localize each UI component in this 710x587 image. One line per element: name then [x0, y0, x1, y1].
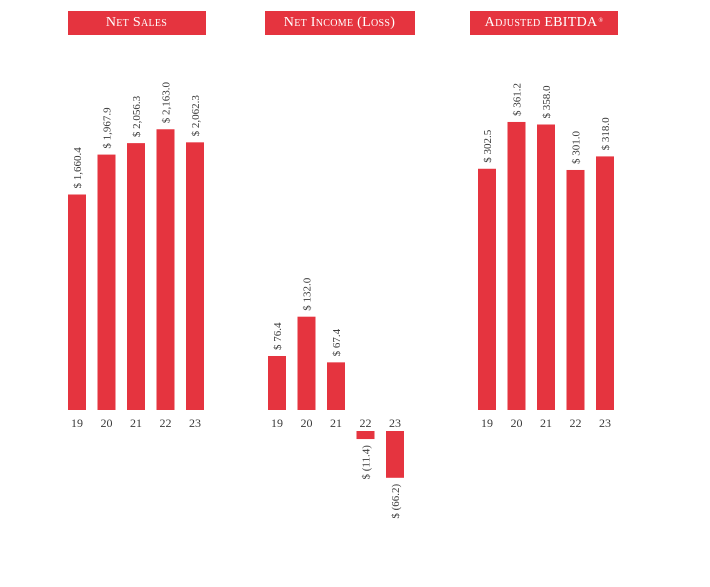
- net-sales-category-label-22: 22: [160, 416, 172, 430]
- net-sales-value-label-22: $ 2,163.0: [161, 82, 173, 124]
- adjusted-ebitda-panel: Adjusted EBITDA ® $ 302.5 19 $ 361.2 20 $ 358…: [470, 0, 630, 587]
- adjusted-ebitda-title-text: Adjusted EBITDA: [484, 15, 598, 30]
- net-sales-panel: Net Sales $ 1,660.4 19 $ 1,967.9 20 $ 2,056.…: [60, 0, 220, 587]
- net-income-title: Net Income (Loss): [265, 11, 415, 35]
- net-income-bar-23: [386, 431, 404, 478]
- adjusted-ebitda-value-label-20: $ 361.2: [512, 83, 524, 116]
- adjusted-ebitda-category-label-23: 23: [599, 416, 611, 430]
- net-income-chart: $ 76.4 19 $ 132.0 20 $ 67.4 21 $ (11.4) 22 $ (66…: [268, 277, 404, 519]
- net-sales-category-label-21: 21: [130, 416, 142, 430]
- net-income-bar-20: [297, 316, 316, 410]
- adjusted-ebitda-value-label-19: $ 302.5: [482, 129, 494, 163]
- adjusted-ebitda-category-label-19: 19: [481, 416, 493, 430]
- adjusted-ebitda-category-label-22: 22: [570, 416, 582, 430]
- adjusted-ebitda-bar-20: [507, 121, 526, 410]
- net-income-category-label-21: 21: [330, 416, 342, 430]
- adjusted-ebitda-title: Adjusted EBITDA ®: [470, 11, 618, 35]
- adjusted-ebitda-category-label-20: 20: [511, 416, 523, 430]
- net-income-category-label-22: 22: [360, 416, 372, 430]
- adjusted-ebitda-chart: $ 302.5 19 $ 361.2 20 $ 358.0 21 $ 301.0 22 $ 31…: [478, 83, 614, 430]
- net-income-bar-21: [327, 362, 345, 410]
- net-sales-value-label-23: $ 2,062.3: [190, 95, 202, 137]
- net-sales-bar-22: [156, 129, 175, 411]
- adjusted-ebitda-bar-21: [537, 124, 555, 410]
- net-income-category-label-23: 23: [389, 416, 401, 430]
- net-sales-title-text: Net Sales: [105, 15, 168, 30]
- net-income-bar-22: [356, 431, 375, 440]
- net-sales-chart: $ 1,660.4 19 $ 1,967.9 20 $ 2,056.3 21 $ 2,163…: [68, 82, 204, 430]
- net-income-category-label-19: 19: [271, 416, 283, 430]
- net-sales-value-label-21: $ 2,056.3: [131, 95, 143, 137]
- adjusted-ebitda-value-label-22: $ 301.0: [571, 130, 583, 164]
- net-sales-bar-19: [68, 194, 86, 410]
- net-sales-category-label-19: 19: [71, 416, 83, 430]
- net-income-value-label-19: $ 76.4: [272, 322, 284, 350]
- net-sales-category-label-23: 23: [189, 416, 201, 430]
- net-sales-bar-21: [127, 143, 145, 410]
- net-income-value-label-20: $ 132.0: [302, 277, 314, 311]
- net-sales-value-label-19: $ 1,660.4: [72, 147, 84, 189]
- net-income-title-text: Net Income (Loss): [283, 15, 396, 30]
- net-income-category-label-20: 20: [301, 416, 313, 430]
- adjusted-ebitda-value-label-23: $ 318.0: [600, 117, 612, 151]
- adjusted-ebitda-bar-23: [596, 156, 614, 410]
- net-sales-category-label-20: 20: [101, 416, 113, 430]
- adjusted-ebitda-bar-22: [566, 169, 585, 410]
- net-sales-title: Net Sales: [68, 11, 206, 35]
- adjusted-ebitda-value-label-21: $ 358.0: [541, 85, 553, 119]
- net-income-bar-19: [268, 355, 286, 410]
- adjusted-ebitda-category-label-21: 21: [540, 416, 552, 430]
- net-income-value-label-23: $ (66.2): [390, 483, 402, 518]
- net-income-panel: Net Income (Loss) $ 76.4 19 $ 132.0 20 $ 67.…: [260, 0, 430, 587]
- net-sales-bar-23: [186, 142, 204, 410]
- net-sales-value-label-20: $ 1,967.9: [102, 107, 114, 149]
- net-income-value-label-22: $ (11.4): [361, 445, 373, 480]
- adjusted-ebitda-bar-19: [478, 168, 496, 410]
- adjusted-ebitda-title-sup: ®: [598, 18, 604, 24]
- net-income-value-label-21: $ 67.4: [331, 328, 343, 356]
- net-sales-bar-20: [97, 154, 116, 410]
